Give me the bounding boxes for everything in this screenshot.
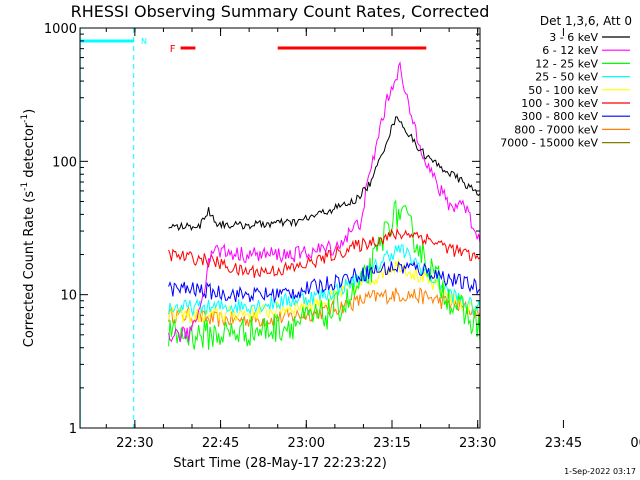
- plot-area: [80, 28, 480, 428]
- series-line-7: [168, 287, 480, 327]
- y-axis-label-exponent: -1: [20, 114, 30, 123]
- y-tick-label: 1: [69, 422, 77, 437]
- y-tick-label: 1000: [44, 22, 77, 37]
- x-tick-label: 23:00: [288, 436, 325, 451]
- x-tick-label: 22:45: [202, 436, 239, 451]
- legend-entry-label: 800 - 7000 keV: [514, 123, 598, 136]
- series-line-6: [168, 260, 480, 304]
- legend-title: Det 1,3,6, Att 0: [540, 14, 632, 28]
- series-line-5: [168, 227, 480, 278]
- flag-label-n: N: [141, 37, 147, 46]
- flag-label-f: F: [170, 44, 176, 55]
- x-tick-label: 22:30: [116, 436, 153, 451]
- y-tick-label: 10: [60, 289, 77, 304]
- x-tick-label: 23:15: [373, 436, 410, 451]
- y-axis-label-part: detector: [22, 122, 37, 182]
- series-line-4: [168, 259, 480, 323]
- x-axis: 22:30 22:45 23:00 23:15 23:30 23:45 00:00: [105, 28, 640, 451]
- legend-entry-label: 3 - 6 keV: [549, 31, 598, 44]
- series-line-0: [168, 116, 480, 232]
- legend-entry-label: 7000 - 15000 keV: [500, 137, 598, 150]
- x-axis-label: Start Time (28-May-17 22:23:22): [173, 456, 387, 471]
- y-axis: 1 10 100 1000: [44, 22, 480, 437]
- x-tick-label: 23:45: [545, 436, 582, 451]
- series-line-1: [168, 61, 480, 343]
- x-tick-label: 00:00: [630, 436, 640, 451]
- legend-entry-label: 100 - 300 keV: [521, 97, 598, 110]
- legend-entry-label: 25 - 50 keV: [535, 71, 598, 84]
- legend-entry-label: 6 - 12 keV: [542, 44, 598, 57]
- y-axis-label: Corrected Count Rate (s-1 detector-1): [20, 109, 37, 347]
- series-line-2: [168, 199, 480, 350]
- legend-entry-label: 50 - 100 keV: [528, 84, 598, 97]
- series-line-3: [168, 244, 480, 316]
- plot-frame: [79, 27, 481, 429]
- x-tick-label: 23:30: [459, 436, 496, 451]
- footer-timestamp: 1-Sep-2022 03:17: [564, 467, 636, 476]
- y-axis-label-part: ): [22, 109, 37, 114]
- chart-title: RHESSI Observing Summary Count Rates, Co…: [71, 2, 490, 21]
- y-tick-label: 100: [52, 155, 77, 170]
- legend-entry-label: 300 - 800 keV: [521, 110, 598, 123]
- y-axis-label-part: Corrected Count Rate (s: [22, 191, 37, 348]
- y-axis-label-exponent: -1: [20, 182, 30, 191]
- legend-entry-label: 12 - 25 keV: [535, 57, 598, 70]
